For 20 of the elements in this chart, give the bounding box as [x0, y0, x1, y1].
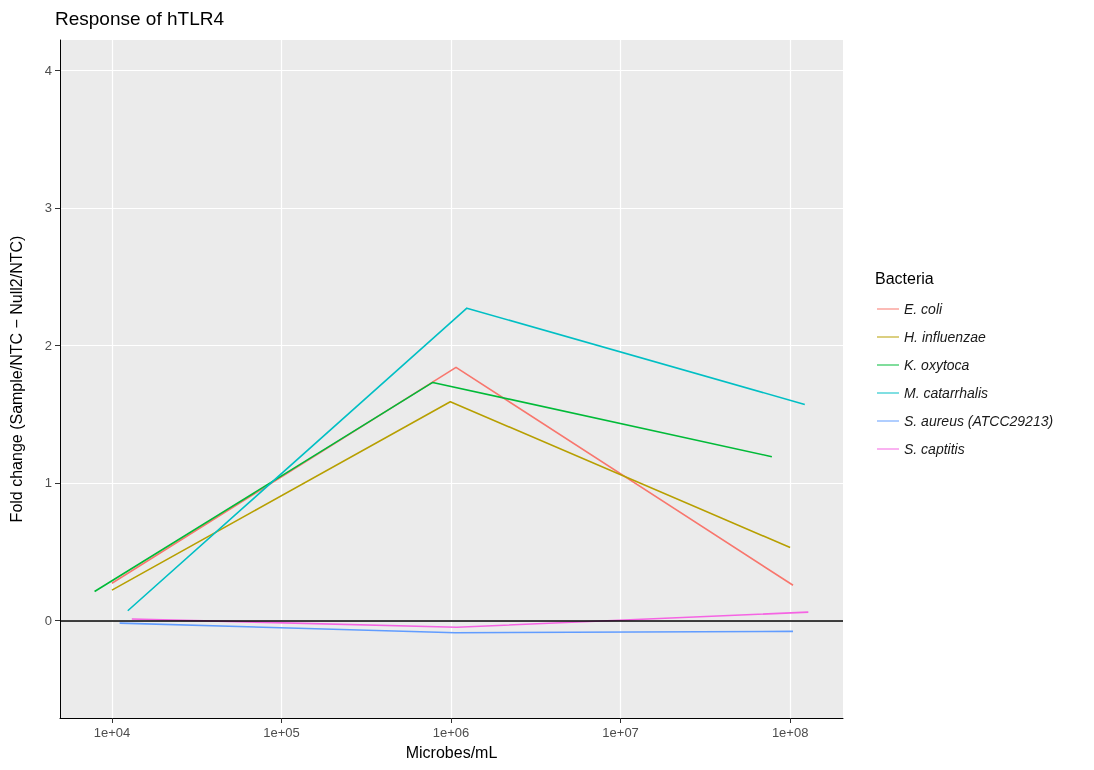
- y-tick-label: 3: [44, 200, 52, 216]
- legend-label: S. captitis: [904, 441, 965, 457]
- legend-label: H. influenzae: [904, 329, 986, 345]
- chart-title: Response of hTLR4: [55, 8, 225, 29]
- x-tick-label: 1e+07: [602, 725, 639, 740]
- x-tick-label: 1e+04: [93, 725, 131, 740]
- legend-label: S. aureus (ATCC29213): [904, 413, 1054, 429]
- y-tick-label: 0: [44, 612, 52, 628]
- legend-label: M. catarrhalis: [904, 385, 989, 401]
- legend-label: E. coli: [904, 301, 944, 317]
- legend-title: Bacteria: [875, 269, 934, 287]
- y-tick-label: 4: [44, 62, 52, 78]
- y-axis-title: Fold change (Sample/NTC − Null2/NTC): [7, 235, 25, 523]
- y-tick-label: 2: [44, 337, 52, 353]
- y-tick-label: 1: [44, 475, 52, 491]
- legend-label: K. oxytoca: [904, 357, 970, 373]
- x-tick-label: 1e+06: [432, 725, 470, 740]
- x-tick-label: 1e+08: [771, 725, 809, 740]
- x-tick-label: 1e+05: [263, 725, 300, 740]
- x-axis-title: Microbes/mL: [405, 743, 498, 761]
